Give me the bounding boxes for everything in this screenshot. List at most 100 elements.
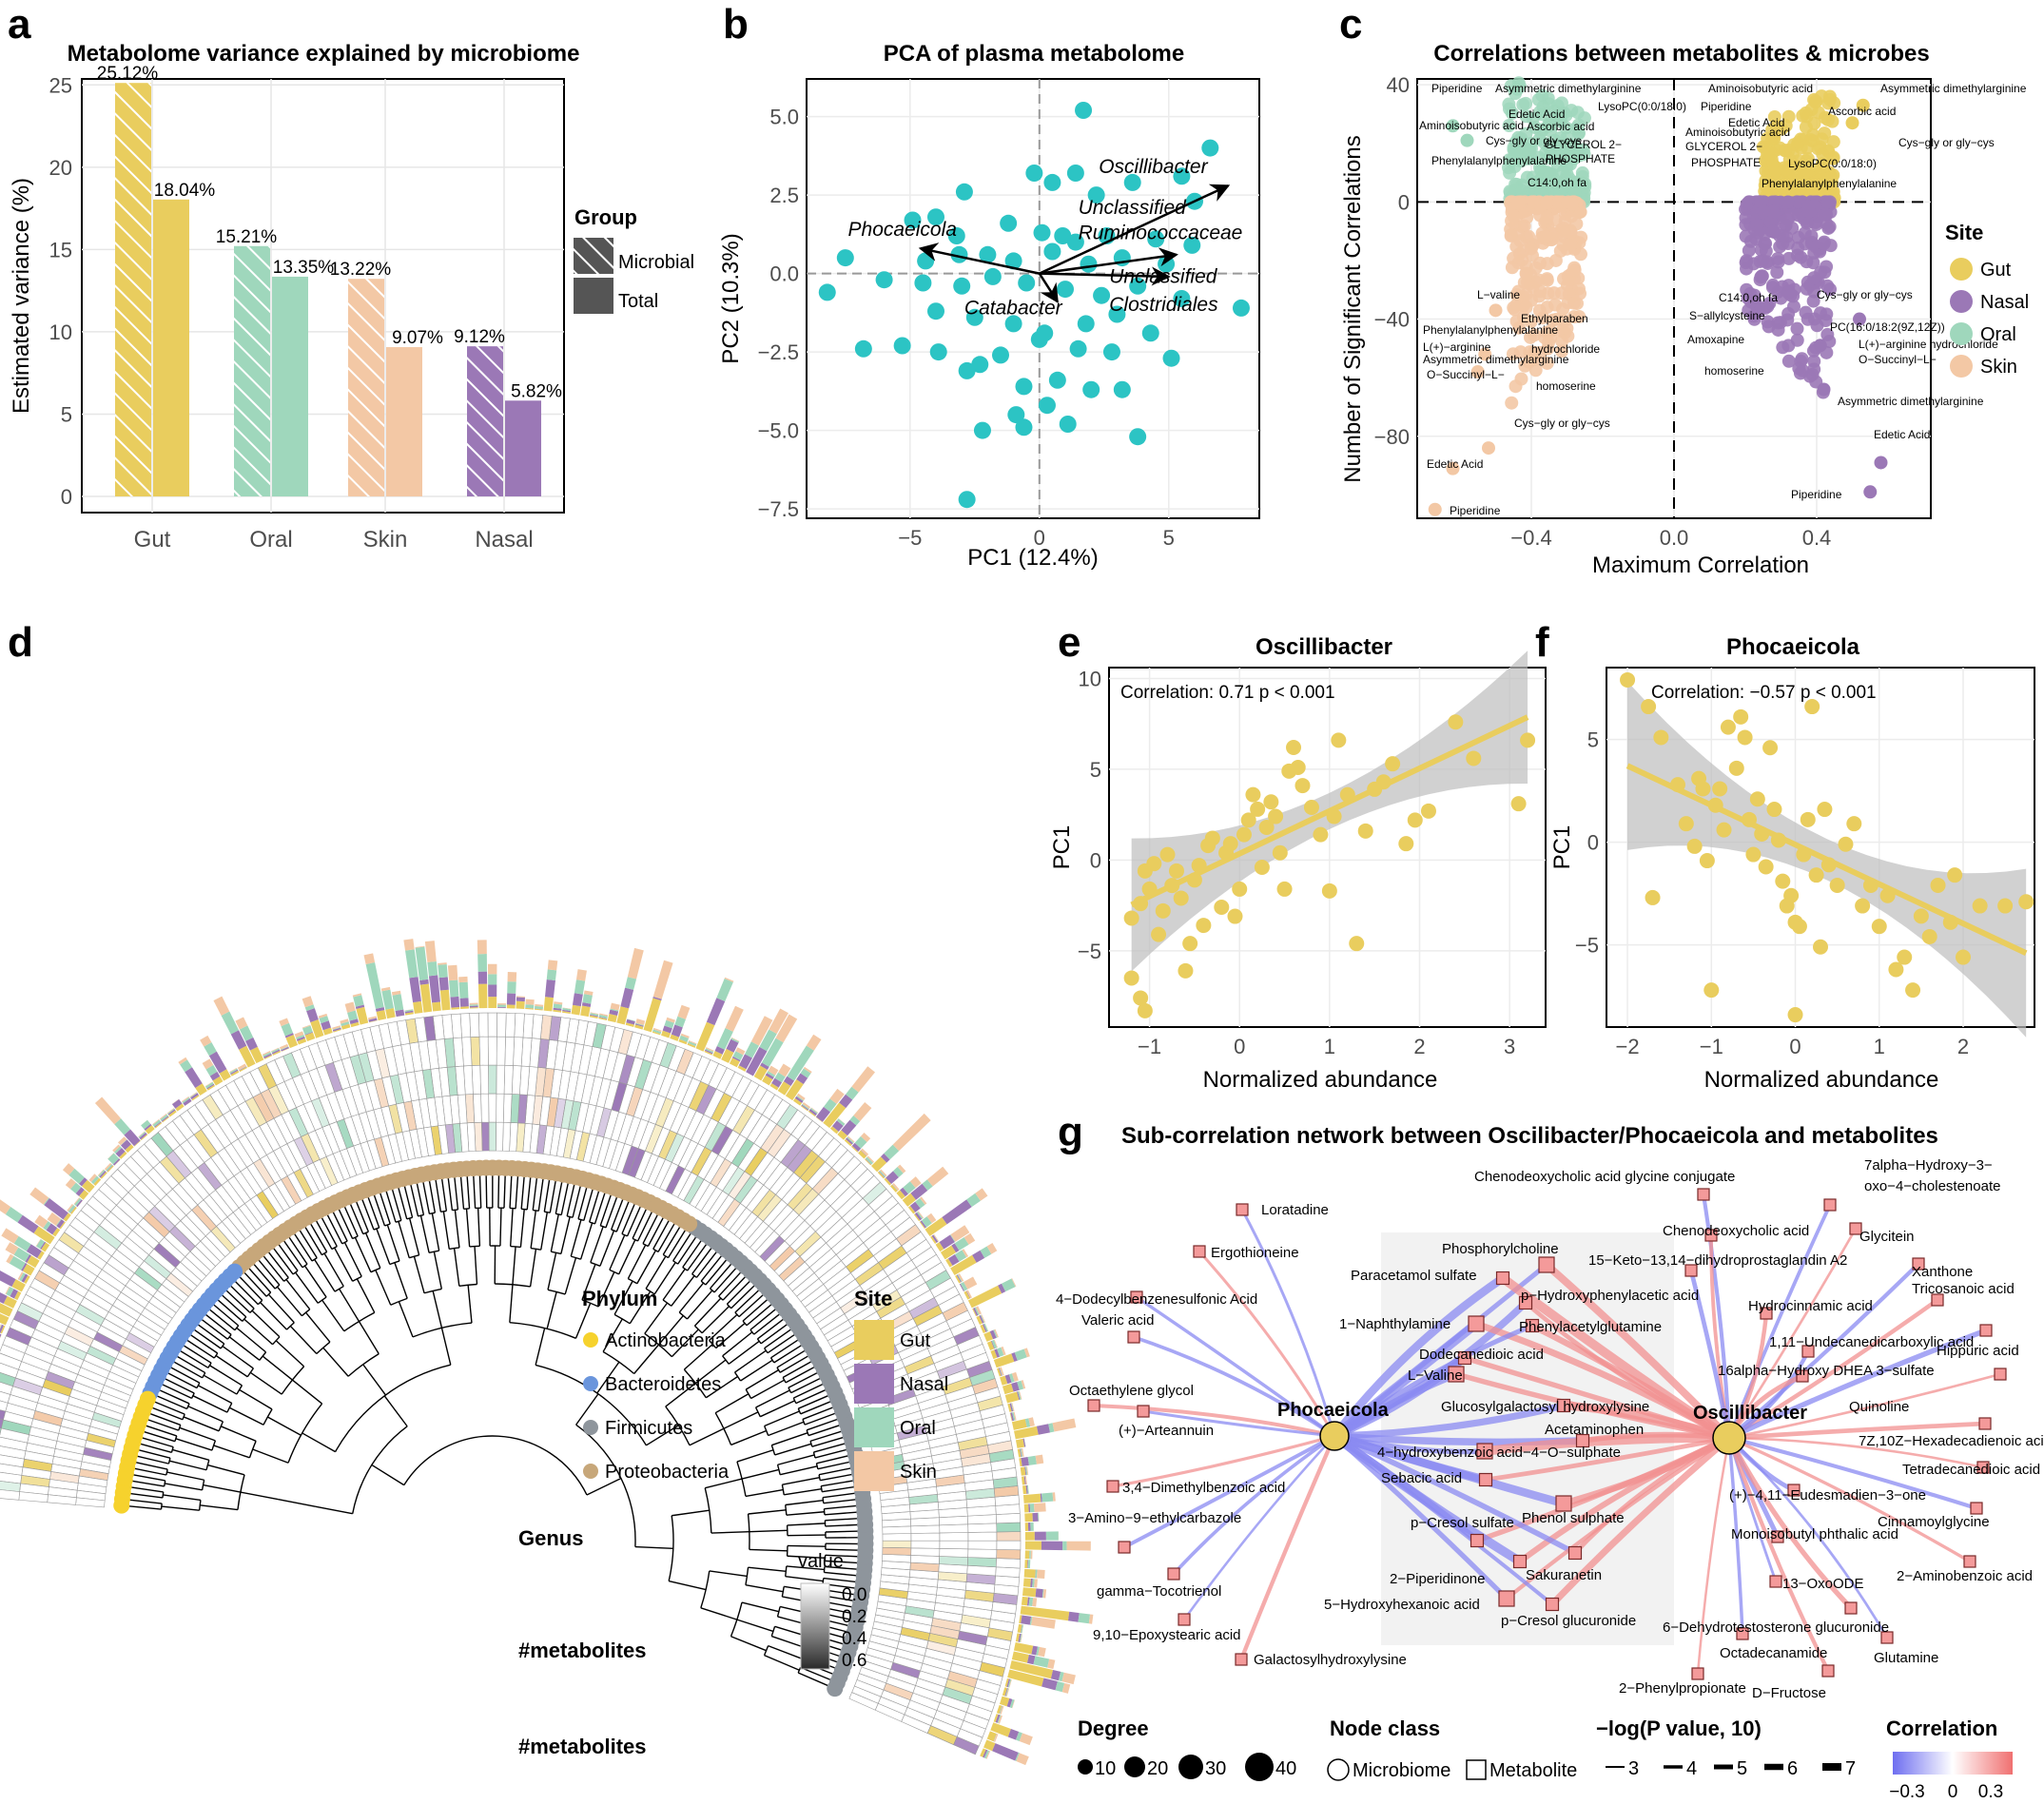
d-metabolite-bar bbox=[438, 977, 449, 991]
d-metabolite-bar bbox=[980, 1324, 986, 1333]
d-branch bbox=[574, 1303, 592, 1339]
d-metabolite-bar bbox=[368, 1018, 378, 1022]
c-point-oral bbox=[1577, 111, 1591, 126]
legend-p-line-3 bbox=[1606, 1766, 1625, 1768]
d-branch bbox=[730, 1429, 767, 1446]
d-metabolite-bar bbox=[239, 1066, 247, 1073]
d-branch-arc bbox=[165, 1468, 168, 1476]
d-metabolite-bar bbox=[1020, 1634, 1022, 1643]
d-metabolite-bar bbox=[294, 1031, 304, 1038]
d-heat-cell bbox=[967, 1540, 998, 1550]
d-metabolite-bar bbox=[939, 1234, 955, 1250]
d-branch bbox=[169, 1460, 207, 1471]
d-metabolite-bar bbox=[1010, 1412, 1015, 1422]
d-branch bbox=[285, 1279, 311, 1310]
d-metabolite-bar bbox=[507, 972, 517, 982]
g-metabolite-label-left-3: Valeric acid bbox=[1081, 1312, 1154, 1329]
c-point-skin bbox=[1573, 286, 1587, 301]
c-point-oral bbox=[1568, 122, 1583, 136]
d-metabolite-bar bbox=[678, 1038, 688, 1045]
d-metabolite-bar bbox=[837, 1130, 848, 1140]
c-point-label-35: S−allylcysteine bbox=[1689, 309, 1765, 322]
d-branch-arc bbox=[334, 1364, 451, 1452]
d-branch bbox=[239, 1388, 273, 1410]
d-metabolite-bar bbox=[182, 1096, 190, 1104]
d-heat-cell bbox=[469, 1012, 480, 1038]
d-metabolite-bar bbox=[154, 1122, 163, 1129]
d-metabolite-bar bbox=[1023, 1503, 1029, 1513]
d-metabolite-bar bbox=[1010, 1403, 1014, 1411]
c-point-nasal bbox=[1781, 195, 1795, 209]
e-point bbox=[1178, 962, 1194, 979]
c-point-gut bbox=[1767, 109, 1781, 124]
c-point-gut bbox=[1778, 144, 1792, 158]
d-metabolite-bar bbox=[980, 1246, 992, 1258]
d-metabolite-bar bbox=[771, 1077, 783, 1088]
c-point-gut bbox=[1792, 154, 1806, 168]
d-metabolite-bar bbox=[1022, 1624, 1024, 1634]
d-metabolite-bar bbox=[272, 1050, 282, 1056]
b-point bbox=[1066, 233, 1084, 251]
d-branch-arc bbox=[535, 1364, 648, 1446]
d-branch bbox=[509, 1284, 514, 1323]
c-point-outlier bbox=[1856, 98, 1870, 112]
d-branch bbox=[597, 1271, 615, 1308]
d-metabolite-bar bbox=[865, 1158, 872, 1165]
site-skin-label: Skin bbox=[900, 1462, 937, 1483]
d-metabolite-bar bbox=[989, 1329, 997, 1340]
d-metabolite-bar bbox=[67, 1203, 74, 1212]
d-branch bbox=[570, 1219, 582, 1257]
d-metabolite-bar bbox=[1009, 1659, 1054, 1679]
b-point bbox=[1043, 242, 1061, 261]
g-node-metabolite bbox=[1844, 1601, 1858, 1615]
c-point-skin bbox=[1509, 314, 1524, 328]
d-metabolite-bar bbox=[1015, 1438, 1025, 1448]
g-edge-right bbox=[1728, 1421, 1986, 1441]
d-metabolite-bar bbox=[967, 1285, 1003, 1309]
d-branch bbox=[277, 1498, 316, 1507]
d-branch bbox=[215, 1354, 248, 1378]
d-metabolite-bar bbox=[525, 1007, 535, 1010]
d-branch-arc bbox=[700, 1570, 711, 1609]
f-point bbox=[1879, 887, 1896, 903]
c-point-skin bbox=[1572, 309, 1587, 323]
g-node-metabolite bbox=[1118, 1541, 1131, 1554]
c-point-label-20: Edetic Acid bbox=[1427, 457, 1483, 471]
b-point bbox=[1069, 339, 1087, 358]
e-point bbox=[1123, 970, 1139, 986]
d-metabolite-bar bbox=[230, 1069, 239, 1075]
f-point bbox=[1804, 699, 1820, 715]
e-point bbox=[1141, 881, 1158, 897]
d-metabolite-bar bbox=[1066, 1541, 1091, 1551]
d-metabolite-bar bbox=[695, 1021, 715, 1052]
g-metabolite-label-right-10: Hippuric acid bbox=[1937, 1343, 2019, 1359]
g-node-metabolite bbox=[1178, 1613, 1191, 1626]
d-metabolite-bar bbox=[976, 1315, 983, 1326]
d-branch-arc bbox=[754, 1406, 761, 1417]
e-point bbox=[1303, 800, 1319, 815]
c-point-oral bbox=[1536, 100, 1550, 114]
d-metabolite-bar bbox=[59, 1221, 66, 1230]
d-branch-arc bbox=[249, 1308, 255, 1313]
c-point-nasal bbox=[1791, 230, 1805, 244]
d-metabolite-bar bbox=[107, 1165, 113, 1172]
d-branch bbox=[665, 1382, 696, 1407]
d-metabolite-bar bbox=[33, 1226, 55, 1245]
c-point-nasal bbox=[1766, 278, 1781, 292]
d-metabolite-bar bbox=[983, 1323, 989, 1332]
d-metabolite-bar bbox=[333, 1029, 342, 1033]
g-node-metabolite bbox=[1545, 1597, 1560, 1612]
d-metabolite-bar bbox=[892, 1113, 931, 1152]
f-point bbox=[1749, 791, 1765, 807]
phylum-actinobacteria-label: Actinobacteria bbox=[605, 1330, 727, 1351]
b-point bbox=[1183, 236, 1201, 254]
d-branch bbox=[759, 1400, 795, 1418]
d-metabolite-bar bbox=[1017, 1380, 1024, 1390]
d-branch-arc bbox=[352, 1275, 362, 1282]
c-point-nasal bbox=[1820, 307, 1834, 321]
a-xtick-skin: Skin bbox=[363, 527, 408, 553]
d-metabolite-bar bbox=[930, 1235, 937, 1244]
f-point bbox=[1641, 699, 1657, 715]
d-metabolite-bar bbox=[6, 1287, 14, 1297]
d-branch bbox=[383, 1395, 408, 1427]
